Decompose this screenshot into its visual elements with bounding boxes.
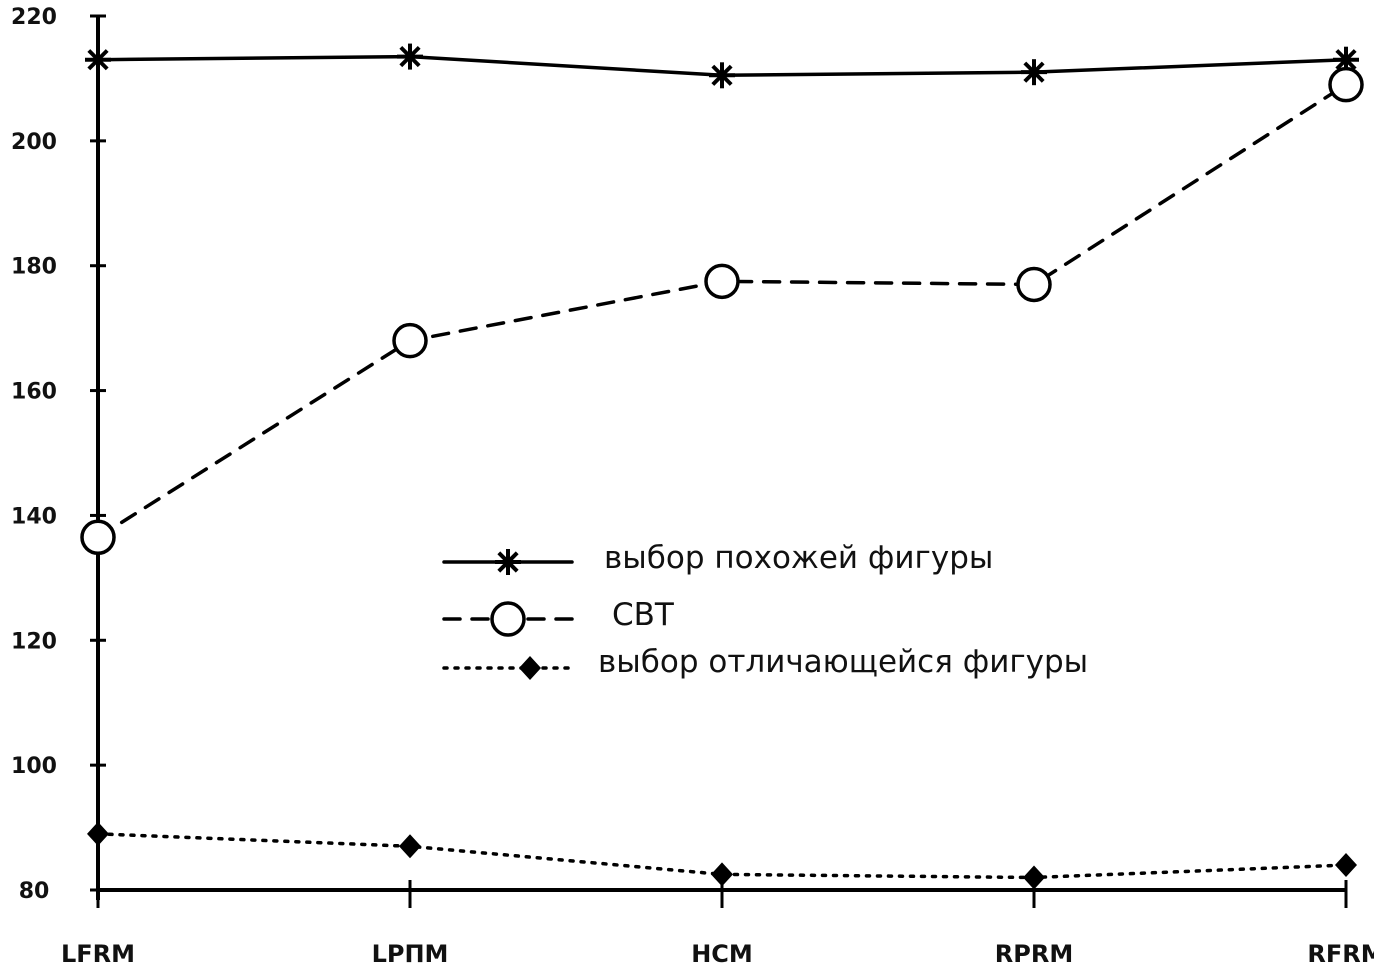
y-tick-label: 100 <box>11 754 57 779</box>
series-cbt <box>80 66 1364 556</box>
x-tick-label: LFRM <box>61 940 135 967</box>
axes <box>96 16 1346 900</box>
series-different-figure <box>87 821 1357 890</box>
star-stroke <box>1023 61 1045 83</box>
data-point <box>85 46 111 73</box>
x-tick-label: RFRM <box>1307 940 1374 967</box>
y-tick-label: 80 <box>19 879 50 904</box>
data-point <box>1016 266 1052 303</box>
x-tick-label: LPΠM <box>372 940 449 967</box>
legend: выбор похожей фигуры СВТ выбор отличающе… <box>442 540 1088 680</box>
series-line <box>96 82 1348 540</box>
y-tick-label: 220 <box>11 5 57 30</box>
star-stroke <box>87 49 109 71</box>
y-tick-label: 160 <box>11 380 57 405</box>
data-point <box>711 862 733 887</box>
y-tick-label: 180 <box>11 255 57 280</box>
legend-marker <box>490 601 526 637</box>
legend-marker <box>495 549 521 575</box>
legend-item-similar: выбор похожей фигуры <box>442 540 993 576</box>
data-point <box>1023 865 1045 890</box>
series-layer <box>80 43 1364 890</box>
y-tick-label: 140 <box>11 504 57 529</box>
y-tick-label: 200 <box>11 130 57 155</box>
legend-label-cbt: СВТ <box>612 597 675 633</box>
y-tick-label: 120 <box>11 629 57 654</box>
data-point <box>1021 59 1047 86</box>
x-tick-label: HCM <box>691 940 753 967</box>
star-stroke <box>399 45 421 68</box>
star-stroke <box>1335 49 1357 71</box>
data-point <box>709 62 735 89</box>
legend-label-different: выбор отличающейся фигуры <box>598 644 1088 680</box>
data-point <box>392 322 428 359</box>
legend-marker <box>519 656 541 680</box>
legend-item-different: выбор отличающейся фигуры <box>442 644 1088 680</box>
data-point <box>399 834 421 859</box>
x-axis-ticks: LFRM LPΠM HCM RPRM RFRM <box>61 880 1374 967</box>
data-point <box>87 821 109 846</box>
star-stroke <box>497 551 519 573</box>
legend-item-cbt: СВТ <box>442 597 675 637</box>
x-tick-label: RPRM <box>995 940 1073 967</box>
data-point <box>1335 853 1357 878</box>
y-axis-ticks: 80 100 120 140 160 180 200 220 <box>11 5 106 904</box>
data-point <box>704 263 740 300</box>
series-similar-figure <box>85 43 1359 89</box>
star-stroke <box>711 64 733 86</box>
data-point <box>80 519 116 556</box>
data-point <box>397 43 423 70</box>
data-point <box>1328 66 1364 103</box>
legend-label-similar: выбор похожей фигуры <box>604 540 993 576</box>
